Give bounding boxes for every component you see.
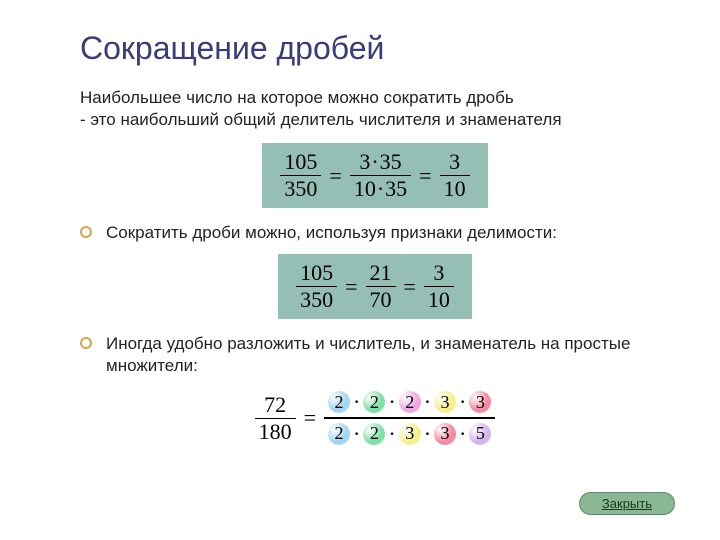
- bullet-icon: [80, 337, 92, 349]
- formula-2-container: 105350 = 2170 = 310: [80, 254, 670, 319]
- multiply-dot: ·: [423, 421, 432, 447]
- denominator-factors: 2·2·3·3·5: [324, 419, 495, 449]
- equals-sign: =: [321, 163, 349, 189]
- multiply-dot: ·: [423, 389, 432, 415]
- multiply-dot: ·: [387, 421, 396, 447]
- f3-left-num: 72: [260, 392, 290, 418]
- factor-ball: 2: [363, 391, 385, 413]
- f2-frac2-den: 70: [366, 286, 396, 313]
- formula-1-container: 105350 = 3·35 10·35 = 310: [80, 143, 670, 208]
- multiply-dot: ·: [458, 389, 467, 415]
- equals-sign: =: [296, 405, 324, 431]
- page-title: Сокращение дробей: [80, 30, 670, 67]
- factor-ball: 3: [434, 391, 456, 413]
- multiply-dot: ·: [352, 389, 361, 415]
- f1-frac1-den: 350: [280, 175, 321, 202]
- factor-ball: 3: [469, 391, 491, 413]
- f1-frac3-num: 3: [445, 149, 464, 175]
- factor-ball: 5: [469, 423, 491, 445]
- f2-frac1-den: 350: [296, 286, 337, 313]
- factor-ball: 2: [399, 391, 421, 413]
- f1-frac2-den-a: 10: [354, 176, 376, 201]
- f1-frac2-num-a: 3: [359, 149, 370, 174]
- bullet-2-text: Иногда удобно разложить и числитель, и з…: [106, 333, 670, 377]
- f1-frac3-den: 10: [440, 175, 470, 202]
- f1-frac2-den-b: 35: [385, 176, 407, 201]
- equals-sign: =: [411, 163, 439, 189]
- factor-ball: 2: [328, 423, 350, 445]
- factor-ball: 2: [328, 391, 350, 413]
- equals-sign: =: [337, 274, 365, 300]
- f1-frac1-num: 105: [280, 149, 321, 175]
- multiply-dot: ·: [458, 421, 467, 447]
- numerator-factors: 2·2·2·3·3: [324, 387, 495, 417]
- factor-ball: 3: [434, 423, 456, 445]
- bullet-icon: [80, 226, 92, 238]
- multiply-dot: ·: [352, 421, 361, 447]
- factor-ball: 3: [399, 423, 421, 445]
- factor-ball: 2: [363, 423, 385, 445]
- multiply-dot: ·: [387, 389, 396, 415]
- bullet-1-text: Сократить дроби можно, используя признак…: [106, 222, 557, 244]
- f2-frac3-den: 10: [424, 286, 454, 313]
- equals-sign: =: [396, 274, 424, 300]
- formula-3-container: 72180 = 2·2·2·3·3 2·2·3·3·5: [80, 387, 670, 449]
- subtitle-text: Наибольшее число на которое можно сократ…: [80, 87, 670, 131]
- f2-frac1-num: 105: [296, 260, 337, 286]
- f3-left-den: 180: [255, 418, 296, 445]
- f2-frac3-num: 3: [429, 260, 448, 286]
- f1-frac2-num-b: 35: [380, 149, 402, 174]
- f2-frac2-num: 21: [366, 260, 396, 286]
- close-button[interactable]: Закрыть: [579, 492, 675, 515]
